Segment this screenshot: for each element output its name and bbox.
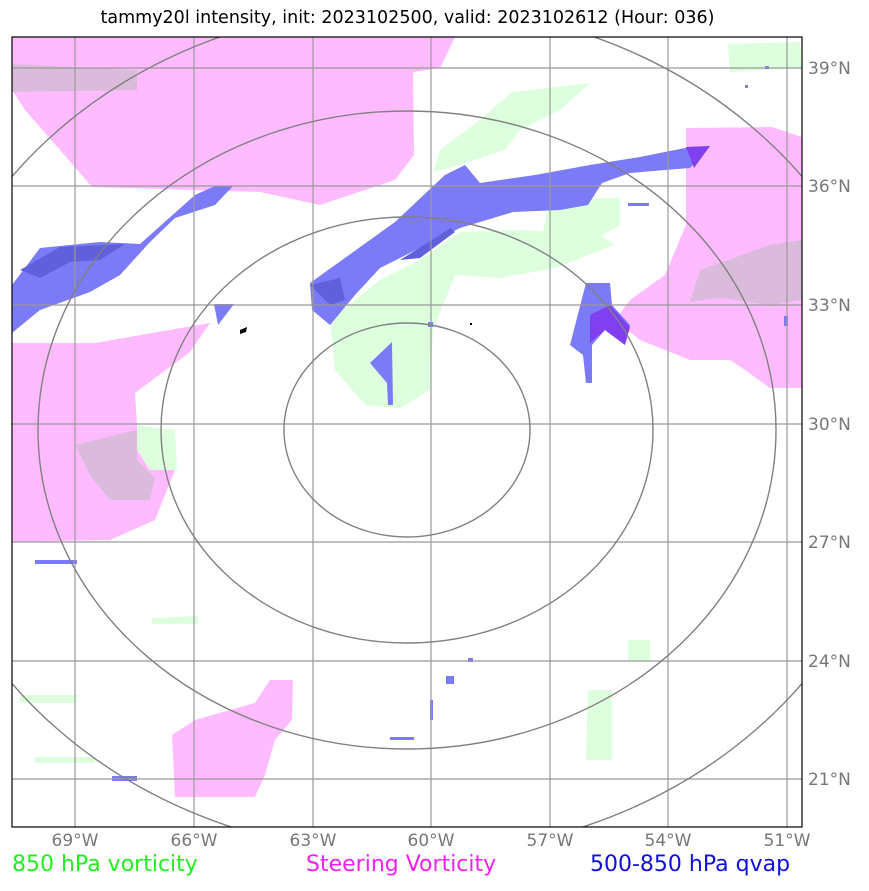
legend-850hpa-vorticity: 850 hPa vorticity — [12, 852, 198, 877]
lon-label: 69°W — [52, 831, 99, 851]
lat-label: 39°N — [808, 59, 851, 79]
legend-qvap: 500-850 hPa qvap — [590, 852, 791, 877]
lat-label: 27°N — [808, 533, 851, 553]
map-fields — [12, 37, 802, 827]
lat-label: 30°N — [808, 415, 851, 435]
lon-label: 51°W — [764, 831, 811, 851]
overlap-shading — [12, 64, 802, 500]
legend-steering-vorticity: Steering Vorticity — [306, 852, 497, 877]
longitude-labels: 69°W 66°W 63°W 60°W 57°W 54°W 51°W — [52, 831, 811, 851]
lat-label: 24°N — [808, 652, 851, 672]
lon-label: 57°W — [527, 831, 574, 851]
lon-label: 63°W — [290, 831, 337, 851]
combined-overlap-shading — [590, 146, 710, 345]
lon-label: 66°W — [171, 831, 218, 851]
850hpa-vorticity-areas — [20, 42, 802, 763]
distance-rings — [12, 37, 802, 827]
gridlines — [12, 37, 802, 827]
map-frame — [11, 36, 803, 828]
lat-label: 33°N — [808, 296, 851, 316]
lon-label: 60°W — [408, 831, 455, 851]
black-specks — [240, 323, 472, 334]
qvap-overlap-shading — [20, 228, 455, 305]
figure-title: tammy20l intensity, init: 2023102500, va… — [100, 8, 715, 28]
latitude-labels: 39°N 36°N 33°N 30°N 27°N 24°N 21°N — [808, 59, 851, 790]
lat-label: 36°N — [808, 177, 851, 197]
lat-label: 21°N — [808, 770, 851, 790]
lon-label: 54°W — [645, 831, 692, 851]
